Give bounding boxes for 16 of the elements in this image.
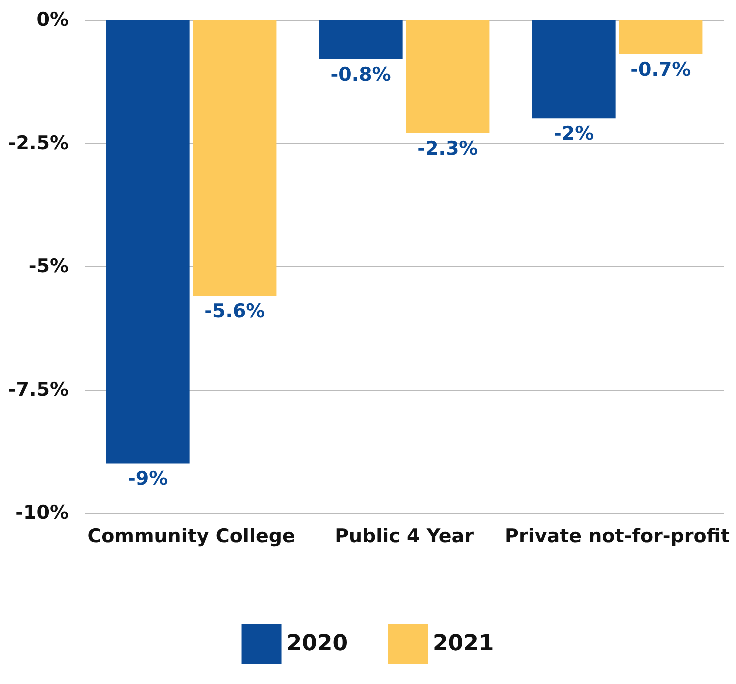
y-tick-label: -5% (28, 256, 69, 278)
y-tick-label: 0% (36, 9, 69, 31)
data-label: -2.3% (418, 138, 478, 160)
data-label: -5.6% (204, 300, 266, 323)
y-tick-label: -10% (16, 502, 69, 524)
x-tick-label: Private not-for-profit (505, 526, 730, 548)
data-label: -2% (554, 123, 594, 146)
data-label: -0.7% (630, 59, 692, 82)
x-tick-label: Community College (88, 526, 296, 548)
y-tick-label: -2.5% (8, 132, 69, 154)
x-tick-label: Public 4 Year (335, 526, 475, 548)
legend-label: 2020 (286, 632, 348, 656)
legend-label: 2021 (433, 632, 494, 656)
data-label: -0.8% (330, 64, 392, 86)
data-label: -9% (128, 468, 168, 490)
y-tick-label: -7.5% (8, 378, 69, 401)
